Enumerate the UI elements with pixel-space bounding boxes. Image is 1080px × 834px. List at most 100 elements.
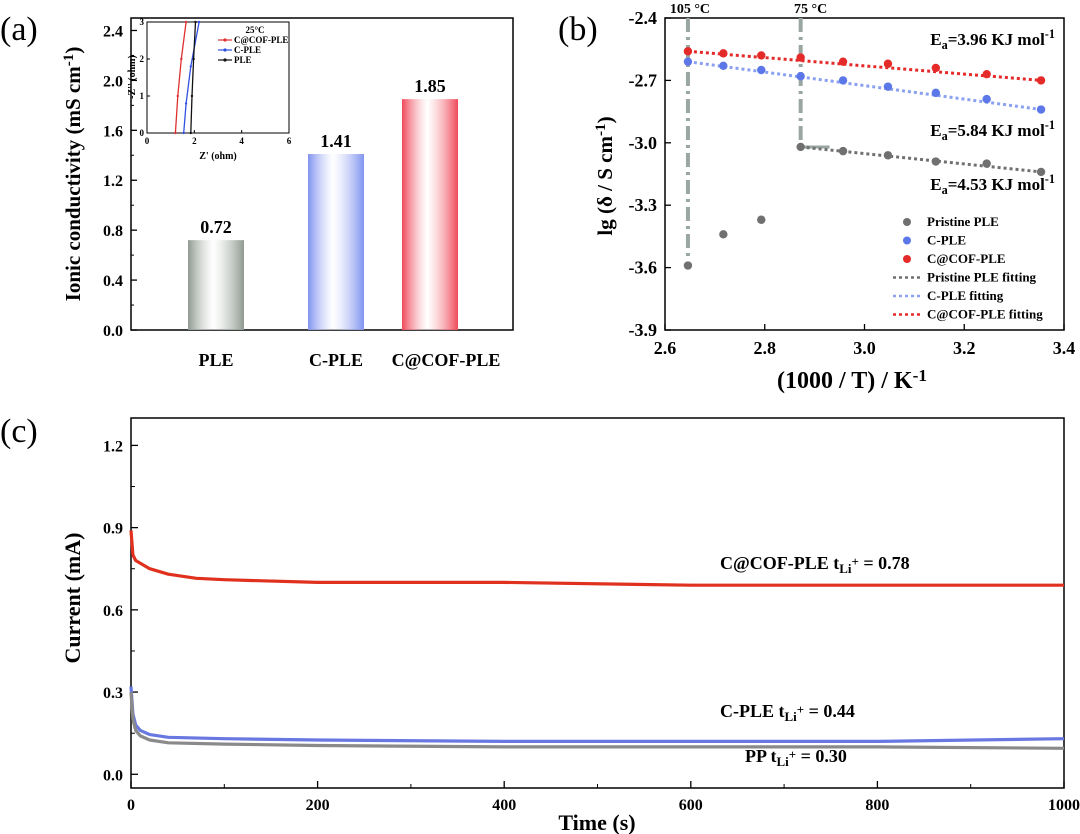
chart-b-xtick-label: 3.4	[1053, 338, 1076, 358]
point-c-ple	[757, 65, 766, 75]
chart-b-ytick-label: -2.4	[629, 8, 658, 28]
inset-point	[197, 20, 201, 24]
curve-label-c-ple-part: = 0.44	[804, 701, 855, 721]
point-c@cof-ple	[931, 63, 941, 73]
chart-c-ytick-label: 0.6	[103, 603, 123, 620]
curve-label-pp: PP tLi+ = 0.30	[745, 746, 847, 769]
point-pristine-ple	[982, 159, 991, 168]
activation-energy-label-part: =3.96 KJ mol	[948, 30, 1045, 49]
legend-label: C@COF-PLE fitting	[927, 307, 1043, 322]
chart-c-frame	[130, 417, 1065, 789]
curve-label-c@cof-ple-part: = 0.78	[859, 553, 910, 573]
inset-point	[190, 94, 194, 98]
chart-b-ylabel-part: lg (δ / S cm	[593, 136, 617, 236]
curve-label-c-ple-part: t	[779, 701, 785, 721]
legend-label: C@COF-PLE	[927, 251, 1006, 266]
chart-b-ytick-label: -3.0	[629, 133, 658, 153]
inset-ylabel: -Z'' (ohm)	[127, 55, 138, 99]
inset-point	[182, 131, 185, 135]
inset-legend-label: C-PLE	[234, 45, 261, 55]
activation-energy-label-part: E	[930, 175, 941, 194]
chart-a-ylabel: Ionic conductivity (mS cm-1)	[61, 47, 85, 302]
curve-label-pp-part: t	[771, 746, 777, 766]
point-c@cof-ple	[838, 57, 848, 66]
bar-category-label: C@COF-PLE	[392, 350, 501, 370]
point-c-ple	[719, 61, 728, 71]
chart-b-xtick-label: 2.6	[654, 338, 677, 358]
chart-a-ytick-label: 1.6	[103, 123, 123, 140]
bar-value-label: 0.72	[200, 217, 232, 237]
chart-a-ytick-label: 2.4	[103, 23, 123, 40]
inset-nyquist: 0 2 4 6 0 1 2 3 Z' (ohm) -Z'' (ohm) 25°CC@COF-PLEC…	[127, 17, 292, 162]
bar-ple	[188, 240, 244, 330]
point-c-ple	[883, 82, 893, 91]
chart-c-xtick-label: 400	[492, 797, 516, 814]
point-c-ple	[838, 76, 848, 85]
activation-energy-label-part: -1	[1045, 27, 1055, 41]
bar-c-ple	[308, 154, 364, 330]
activation-energy-label-part: a	[942, 183, 948, 197]
curve-label-pp-part: Li	[777, 754, 790, 769]
curve-label-c@cof-ple-part: C@COF-PLE	[720, 553, 833, 573]
chart-b-xtick-label: 2.8	[754, 338, 777, 358]
inset-point	[174, 131, 177, 135]
chart-c: 0 200 400 600 800 1000 0.0 0.3 0.6 0.9 1.2 Time (s)…	[60, 417, 1080, 834]
point-pristine-ple	[796, 142, 805, 152]
chart-b: 2.6 2.8 3.0 3.2 3.4 -2.4 -2.7 -3.0 -3.3 -3.6 -3.9 (…	[593, 2, 1075, 394]
point-pristine-ple	[683, 261, 693, 270]
chart-a-ytick-label: 2.0	[103, 73, 123, 90]
vline-label: 105 °C	[670, 2, 710, 17]
fit-c-cof-ple-fitting	[687, 49, 1042, 82]
inset-point	[184, 20, 188, 24]
chart-c-xtick-label: 0	[127, 797, 135, 814]
activation-energy-label-part: a	[942, 129, 948, 143]
point-c@cof-ple	[883, 59, 893, 68]
chart-a: 0.0 0.4 0.8 1.2 1.6 2.0 2.4 Ionic conductivity …	[61, 17, 514, 370]
curve-label-c-ple-part: Li	[785, 709, 798, 724]
chart-b-xlabel-part: (1000 / T) / K	[777, 368, 913, 394]
inset-point	[192, 57, 195, 61]
chart-b-ylabel-part: -1	[593, 123, 609, 136]
inset-legend-marker	[223, 58, 227, 62]
point-c@cof-ple	[757, 51, 766, 60]
point-c@cof-ple	[719, 49, 728, 58]
activation-energy-label: Ea=3.96 KJ mol-1	[930, 27, 1055, 52]
chart-c-xtick-label: 600	[679, 797, 703, 814]
point-pristine-ple	[757, 215, 766, 224]
inset-xtick-label: 0	[145, 136, 150, 146]
inset-point	[184, 102, 188, 105]
point-c@cof-ple	[1036, 76, 1046, 85]
legend-label: C-PLE	[927, 233, 966, 248]
chart-c-xlabel: Time (s)	[558, 810, 635, 834]
chart-c-ytick-label: 0.3	[103, 685, 123, 702]
point-c-ple	[683, 57, 693, 66]
inset-xtick-label: 6	[287, 136, 292, 146]
inset-series-ple	[190, 21, 197, 134]
chart-b-xtick-label: 3.0	[853, 338, 876, 358]
inset-legend-label: PLE	[234, 55, 252, 65]
curve-c@cof-ple	[129, 530, 1064, 587]
inset-point	[180, 57, 183, 61]
point-pristine-ple	[883, 151, 893, 160]
chart-b-ytick-label: -2.7	[629, 70, 658, 90]
bar-value-label: 1.85	[414, 76, 446, 96]
chart-c-xtick-label: 1000	[1048, 797, 1080, 814]
activation-energy-label-part: =5.84 KJ mol	[948, 121, 1045, 140]
inset-xtick-label: 2	[192, 136, 197, 146]
fit-c-ple-fitting	[687, 60, 1042, 112]
inset-legend-marker	[223, 38, 227, 42]
inset-ytick-label: 1	[140, 91, 145, 101]
curve-label-pp-part: = 0.30	[796, 746, 847, 766]
chart-b-ytick-label: -3.9	[629, 320, 658, 340]
chart-a-ytick-label: 0.0	[103, 323, 123, 340]
panel-label-a: (a)	[0, 11, 38, 48]
inset-legend-marker	[223, 48, 227, 52]
bar-category-label: C-PLE	[309, 350, 363, 370]
point-c@cof-ple	[683, 47, 693, 56]
inset-point	[189, 65, 192, 68]
chart-b-ytick-label: -3.6	[629, 258, 658, 278]
chart-c-xtick-label: 200	[306, 797, 330, 814]
curve-label-c@cof-ple-part: Li	[839, 561, 852, 576]
chart-a-ytick-label: 0.4	[103, 273, 123, 290]
chart-c-ytick-label: 0.9	[103, 521, 123, 538]
